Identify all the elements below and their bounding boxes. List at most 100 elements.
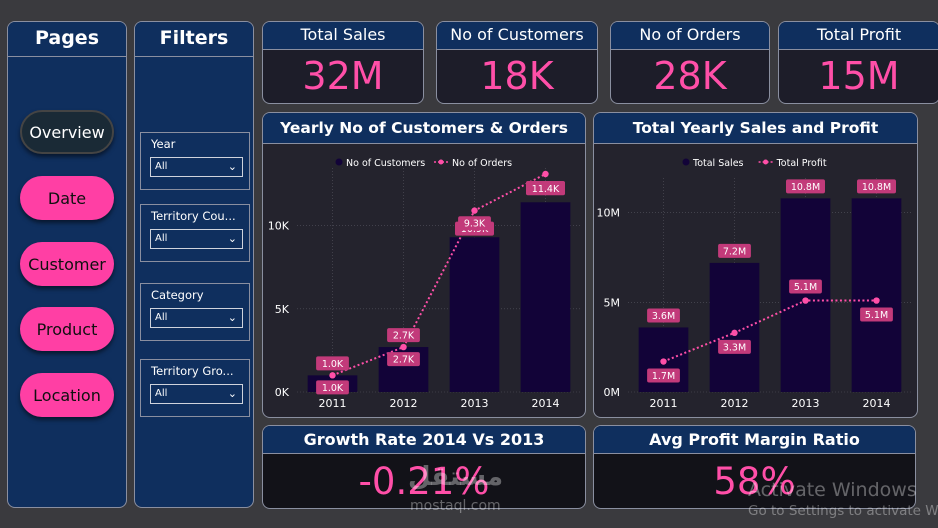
line-point bbox=[400, 343, 407, 351]
y-tick-label: 10M bbox=[597, 207, 621, 220]
line-data-label-bg bbox=[789, 279, 822, 294]
sales-profit-chart: Total Yearly Sales and Profit Total Sale… bbox=[593, 112, 918, 418]
year-dropdown[interactable]: All ⌄ bbox=[150, 157, 243, 177]
nav-product-button[interactable]: Product bbox=[20, 307, 114, 351]
x-tick-label: 2013 bbox=[792, 397, 820, 410]
sales-profit-svg: Total Sales Total Profit 0M 5M 10M 2011 2012 20… bbox=[597, 158, 912, 410]
bar bbox=[520, 202, 571, 392]
legend-bar-label: Total Sales bbox=[692, 158, 744, 169]
nav-customer-button[interactable]: Customer bbox=[20, 242, 114, 286]
bar-data-label: 9.3K bbox=[458, 216, 491, 231]
bar-data-label-text: 7.2M bbox=[723, 246, 746, 257]
kpi-value: 15M bbox=[818, 54, 900, 98]
x-tick-label: 2012 bbox=[390, 397, 418, 410]
legend-line-label: Total Profit bbox=[776, 158, 827, 169]
bar-data-label-bg bbox=[316, 380, 349, 395]
y-tick-label: 5M bbox=[604, 296, 621, 309]
activate-windows-subtitle: Go to Settings to activate Wi bbox=[748, 503, 938, 519]
bar-data-label: 2.7K bbox=[387, 352, 420, 367]
y-tick-label: 10K bbox=[268, 220, 290, 233]
line-point bbox=[802, 297, 809, 304]
line-data-label-bg bbox=[718, 339, 751, 354]
territory-country-filter: Territory Cou... All ⌄ bbox=[140, 204, 250, 262]
filter-label: Territory Gro... bbox=[151, 364, 234, 378]
bar-data-label: 1.0K bbox=[316, 380, 349, 395]
nav-overview-button[interactable]: Overview bbox=[20, 110, 114, 154]
customers-orders-svg: No of Customers No of Orders 0K 5K 10K 2011 20… bbox=[268, 158, 581, 410]
dropdown-value: All bbox=[155, 233, 168, 244]
x-tick-label: 2011 bbox=[650, 397, 678, 410]
bar-data-label-bg bbox=[718, 243, 751, 258]
kpi-value: 18K bbox=[480, 54, 554, 98]
mostaql-logo-ar: مستقل bbox=[408, 462, 504, 492]
line-point bbox=[731, 329, 738, 337]
bar bbox=[449, 237, 500, 392]
filter-label: Territory Cou... bbox=[151, 209, 236, 223]
y-tick-label: 0K bbox=[275, 386, 290, 399]
line-point bbox=[873, 297, 880, 304]
nav-date-button[interactable]: Date bbox=[20, 176, 114, 220]
legend-line-dot bbox=[438, 159, 444, 165]
category-filter: Category All ⌄ bbox=[140, 283, 250, 341]
customers-orders-chart: Yearly No of Customers & Orders No of Cu… bbox=[262, 112, 586, 418]
chevron-down-icon: ⌄ bbox=[227, 160, 237, 173]
line-point bbox=[542, 170, 549, 178]
x-tick-label: 2014 bbox=[863, 397, 891, 410]
territory-group-dropdown[interactable]: All ⌄ bbox=[150, 384, 243, 404]
kpi-total-sales: Total Sales 32M bbox=[262, 21, 424, 104]
x-tick-label: 2013 bbox=[461, 397, 489, 410]
mostaql-logo: mostaql.com bbox=[410, 498, 501, 514]
kpi-customers: No of Customers 18K bbox=[436, 21, 598, 104]
nav-location-button[interactable]: Location bbox=[20, 373, 114, 417]
kpi-total-profit: Total Profit 15M bbox=[778, 21, 938, 104]
line-data-label-bg bbox=[860, 307, 893, 322]
bar-data-label: 10.8M bbox=[786, 179, 825, 194]
dropdown-value: All bbox=[155, 161, 168, 172]
activate-windows-title: Activate Windows bbox=[748, 479, 917, 501]
kpi-title: Total Profit bbox=[779, 22, 938, 50]
kpi-value: 28K bbox=[653, 54, 727, 98]
x-tick-label: 2014 bbox=[532, 397, 560, 410]
x-tick-label: 2012 bbox=[721, 397, 749, 410]
legend-line-dot bbox=[763, 159, 769, 165]
y-tick-label: 0M bbox=[604, 386, 621, 399]
bar-data-label: 7.2M bbox=[718, 243, 751, 258]
bar-data-label: 10.8M bbox=[857, 179, 896, 194]
chart-title: Total Yearly Sales and Profit bbox=[594, 113, 917, 144]
line-data-label-text: 5.1M bbox=[794, 282, 817, 293]
line-data-label: 3.3M bbox=[718, 339, 751, 354]
chart-legend: No of Customers No of Orders bbox=[335, 158, 512, 169]
dropdown-value: All bbox=[155, 312, 168, 323]
kpi-growth-rate: Growth Rate 2014 Vs 2013 -0.21% bbox=[262, 425, 586, 509]
bar-data-label-text: 2.7K bbox=[393, 355, 415, 366]
chart-legend: Total Sales Total Profit bbox=[682, 158, 827, 169]
series-line bbox=[663, 299, 877, 363]
bar-data-label-bg bbox=[387, 352, 420, 367]
territory-group-filter: Territory Gro... All ⌄ bbox=[140, 359, 250, 417]
line-data-label-text: 1.0K bbox=[322, 359, 344, 370]
territory-country-dropdown[interactable]: All ⌄ bbox=[150, 229, 243, 249]
filters-panel: Filters Year All ⌄ Territory Cou... All … bbox=[134, 21, 254, 508]
kpi-value: 58% bbox=[713, 460, 796, 503]
bar-data-label-bg bbox=[647, 308, 680, 323]
kpi-value: 32M bbox=[302, 54, 384, 98]
bar-data-label-bg bbox=[857, 179, 896, 194]
bar-data-label-text: 1.0K bbox=[322, 383, 344, 394]
bar-data-label: 11.4K bbox=[526, 181, 565, 196]
chevron-down-icon: ⌄ bbox=[227, 387, 237, 400]
filter-label: Category bbox=[151, 288, 204, 302]
bar-data-label-text: 11.4K bbox=[532, 184, 560, 195]
line-data-label-text: 5.1M bbox=[865, 310, 888, 321]
filter-label: Year bbox=[151, 137, 176, 151]
line-data-label-bg bbox=[316, 356, 349, 371]
line-point bbox=[660, 358, 667, 365]
category-dropdown[interactable]: All ⌄ bbox=[150, 308, 243, 328]
line-point bbox=[329, 372, 336, 379]
line-data-label-bg bbox=[647, 368, 680, 383]
line-data-label-text: 2.7K bbox=[393, 331, 415, 342]
kpi-title: No of Customers bbox=[437, 22, 597, 50]
legend-bar-marker bbox=[682, 158, 690, 166]
bar bbox=[780, 198, 831, 392]
series-line bbox=[332, 173, 546, 377]
line-data-label: 1.7M bbox=[647, 368, 680, 383]
